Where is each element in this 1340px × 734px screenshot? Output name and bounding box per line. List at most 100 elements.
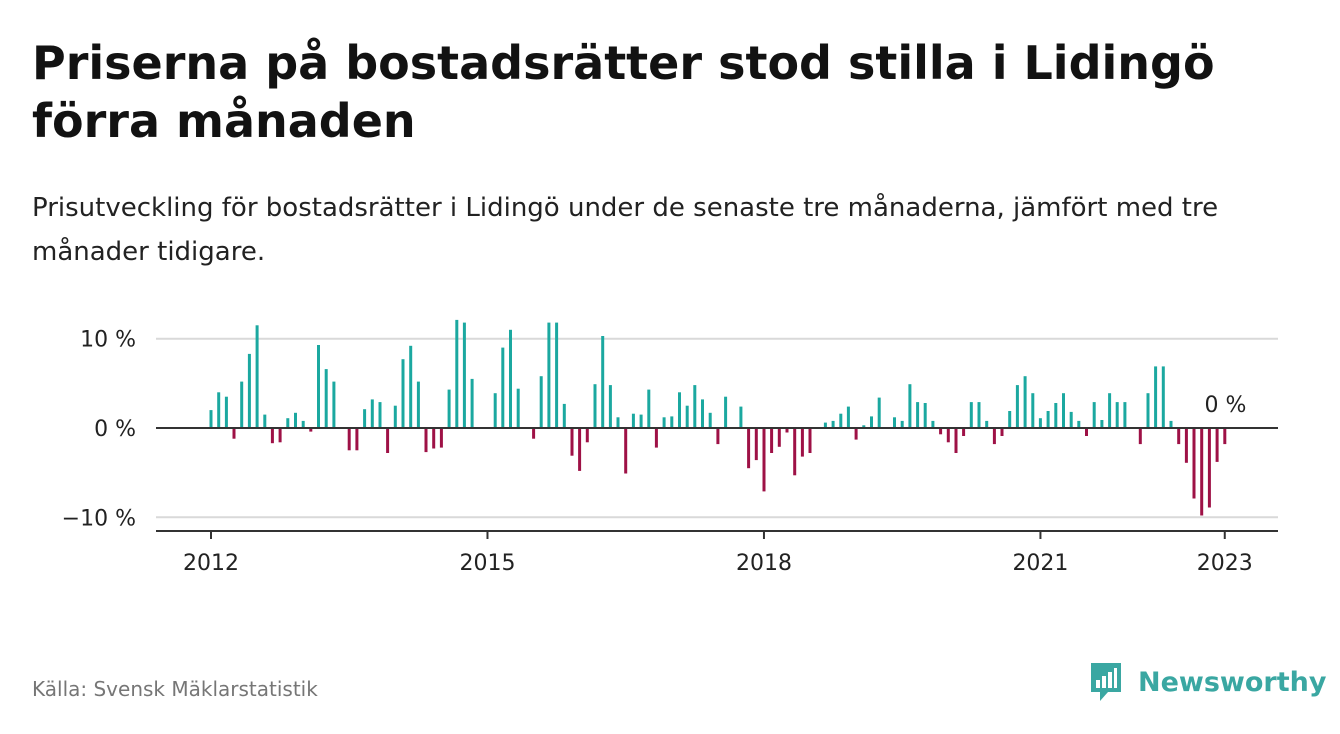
bar: [224, 396, 228, 428]
chart-title: Priserna på bostadsrätter stod stilla i …: [32, 36, 1215, 148]
bar: [247, 353, 251, 428]
bar: [1023, 376, 1027, 428]
y-tick-label: 10 %: [80, 328, 136, 353]
bar: [739, 406, 743, 428]
bar: [424, 428, 428, 453]
bar: [270, 428, 274, 444]
bar: [393, 405, 397, 428]
bar: [516, 388, 520, 428]
bar: [539, 376, 543, 428]
bar: [1177, 428, 1181, 445]
bar: [1092, 402, 1096, 428]
x-tick-label: 2015: [459, 551, 515, 576]
bar: [647, 389, 651, 428]
bar-chart: 10 % 0 % −10 % 2012 2015 2018 2021 2023 0 %: [62, 319, 1278, 576]
bar: [631, 413, 635, 428]
bar: [716, 428, 720, 445]
bar: [1215, 428, 1219, 462]
bar: [831, 420, 835, 428]
brand-logo: Newsworthy: [1088, 660, 1326, 704]
bar: [962, 428, 966, 436]
x-tick-label: 2018: [736, 551, 792, 576]
bar: [1077, 420, 1081, 428]
bar: [1207, 428, 1211, 508]
latest-value-annotation: 0 %: [1204, 393, 1246, 418]
bar: [862, 425, 866, 428]
bar: [347, 428, 351, 451]
bar: [985, 420, 989, 428]
bar: [232, 428, 236, 439]
bar: [1038, 418, 1042, 428]
bar: [762, 428, 766, 492]
bar: [470, 378, 474, 428]
bar: [562, 403, 566, 428]
bar: [1161, 366, 1165, 428]
bar: [355, 428, 359, 451]
bar: [1046, 411, 1050, 428]
bar: [386, 428, 390, 453]
bar: [724, 396, 728, 428]
bar: [294, 412, 297, 428]
bar: [777, 428, 781, 447]
bar: [1223, 428, 1227, 445]
bar: [301, 420, 305, 428]
bar: [570, 428, 574, 456]
bar: [240, 381, 244, 428]
bar: [209, 410, 213, 428]
bar: [1154, 366, 1158, 428]
bar: [1031, 393, 1035, 428]
bar: [654, 428, 658, 448]
axes: [156, 427, 1278, 539]
bar: [593, 384, 597, 428]
bar: [378, 402, 382, 428]
bar: [1169, 420, 1173, 428]
bar: [800, 428, 804, 457]
bar: [1085, 428, 1088, 436]
bar: [808, 428, 812, 453]
bar: [931, 420, 935, 428]
bar: [439, 428, 443, 448]
bar: [639, 414, 643, 428]
bar: [455, 319, 459, 428]
x-tick-label: 2021: [1012, 551, 1068, 576]
bar: [685, 405, 689, 428]
bar: [509, 329, 512, 428]
bar: [939, 428, 943, 435]
bar: [846, 406, 850, 428]
bar: [1123, 402, 1127, 428]
bar: [370, 399, 374, 428]
bar: [501, 347, 505, 428]
bar: [278, 428, 282, 443]
bar: [324, 369, 328, 428]
bar: [585, 428, 589, 443]
tick-labels: 10 % 0 % −10 % 2012 2015 2018 2021 2023 0 %: [62, 328, 1253, 576]
bar: [854, 428, 858, 440]
bar: [432, 428, 436, 449]
bar: [1008, 411, 1012, 428]
bar: [1184, 428, 1188, 463]
bar: [255, 325, 259, 428]
source-note: Källa: Svensk Mäklarstatistik: [32, 677, 318, 701]
bar: [708, 412, 712, 428]
bar: [447, 389, 451, 428]
bar: [462, 322, 466, 428]
bar: [969, 402, 973, 428]
bar: [1054, 403, 1058, 428]
bar: [946, 428, 950, 443]
bars: [209, 319, 1227, 516]
bar: [1138, 428, 1142, 445]
bar: [1192, 428, 1196, 499]
bar: [1069, 411, 1073, 428]
grid: [156, 337, 1278, 519]
bar: [363, 409, 367, 428]
bar: [1015, 385, 1019, 428]
bar: [532, 428, 536, 439]
brand-name: Newsworthy: [1138, 666, 1327, 698]
bar: [954, 428, 958, 453]
bar: [416, 381, 420, 428]
bar: [877, 397, 881, 428]
bar: [1000, 428, 1004, 436]
x-tick-label: 2023: [1197, 551, 1253, 576]
bar: [823, 422, 827, 428]
bar: [900, 420, 904, 428]
